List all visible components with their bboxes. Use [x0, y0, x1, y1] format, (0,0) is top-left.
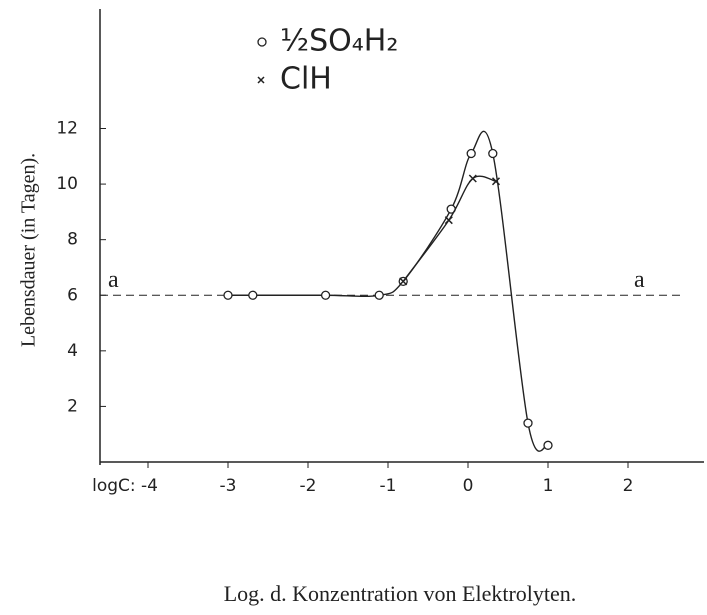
point — [444, 216, 453, 225]
point — [488, 148, 498, 159]
legend-marker — [257, 37, 267, 47]
x-tick-label: 1 — [543, 476, 554, 496]
x-tick-label: -3 — [220, 476, 237, 496]
x-tick-label: -2 — [300, 476, 317, 496]
y-tick-label: 4 — [67, 341, 78, 361]
y-tick-label: 8 — [67, 230, 78, 250]
legend-label: ClH — [280, 62, 332, 97]
reference-label: a — [634, 267, 645, 293]
point — [491, 177, 501, 186]
point — [468, 174, 477, 183]
y-axis-label: Lebensdauer (in Tagen). — [18, 153, 40, 347]
x-axis-label: Log. d. Konzentration von Elektrolyten. — [224, 581, 577, 606]
point — [466, 148, 476, 159]
legend-label: ½SO₄H₂ — [280, 24, 398, 59]
series-line — [402, 175, 497, 282]
y-tick-label: 2 — [67, 396, 78, 416]
reference-label: a — [108, 267, 119, 293]
y-tick-label: 10 — [56, 174, 78, 194]
x-tick-label: 2 — [623, 476, 634, 496]
point — [399, 277, 408, 286]
point — [248, 290, 258, 300]
point — [543, 440, 553, 450]
legend-marker — [257, 76, 265, 84]
series-line — [228, 130, 549, 452]
point — [223, 290, 233, 300]
x-tick-label: -1 — [380, 476, 397, 496]
point — [320, 290, 331, 300]
x-tick-label: logC: -4 — [92, 476, 158, 496]
y-tick-label: 6 — [67, 285, 78, 305]
y-tick-label: 12 — [56, 119, 78, 139]
x-tick-label: 0 — [463, 476, 474, 496]
point — [523, 418, 533, 428]
point — [374, 290, 384, 300]
